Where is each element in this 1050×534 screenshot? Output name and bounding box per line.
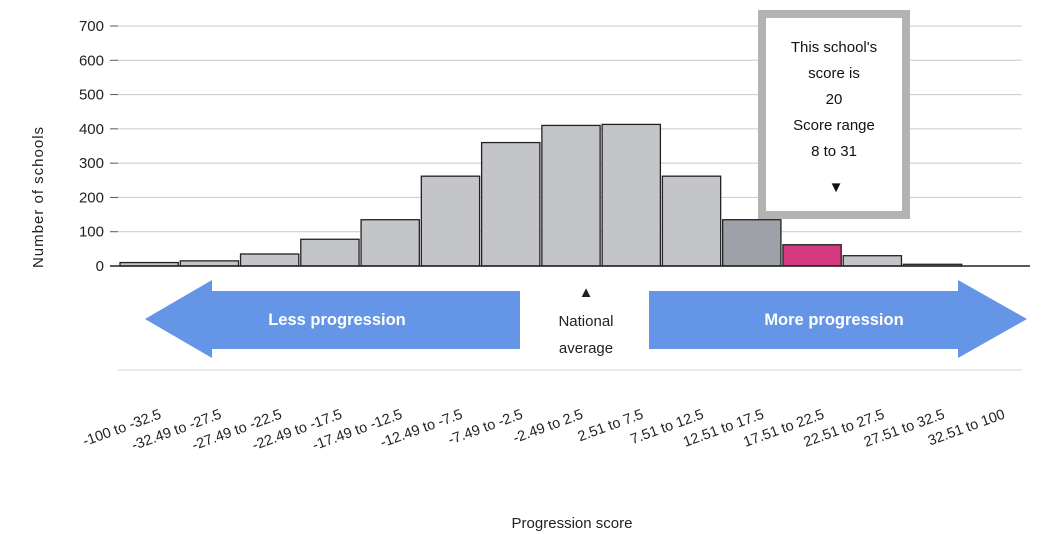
y-tick-label: 200 [79, 189, 104, 206]
bars [119, 123, 963, 267]
bar [782, 244, 842, 267]
x-axis-title: Progression score [512, 515, 633, 532]
bar [360, 219, 420, 267]
callout-line: 20 [826, 91, 843, 108]
bar [661, 175, 722, 267]
bar [842, 255, 903, 267]
bar [420, 175, 481, 267]
callout-text: This school's score is 20 Score range 8 to 3… [791, 39, 877, 160]
national-average-label-line2: average [559, 340, 613, 357]
national-average-marker: ▲ [579, 284, 594, 301]
callout-line: This school's [791, 39, 877, 56]
less-progression-label: Less progression [268, 311, 406, 329]
bar [239, 253, 300, 267]
y-tick-label: 500 [79, 87, 104, 104]
y-tick-label: 600 [79, 52, 104, 69]
callout-line: score is [808, 65, 860, 82]
bar [601, 123, 662, 267]
national-average-label-line1: National [558, 313, 613, 330]
school-score-callout [758, 10, 910, 219]
callout-down-marker: ▼ [829, 179, 844, 196]
bar [300, 238, 360, 267]
y-tick-label: 300 [79, 155, 104, 172]
bar [541, 124, 601, 267]
more-progression-label: More progression [764, 311, 903, 329]
bar [480, 141, 541, 267]
category-labels: -100 to -32.5-32.49 to -27.5-27.49 to -2… [81, 407, 1007, 454]
y-tick-label: 400 [79, 121, 104, 138]
y-tick-label: 700 [79, 18, 104, 35]
bar [179, 260, 240, 267]
y-tick-label: 0 [96, 258, 104, 275]
category-label: -2.49 to 2.5 [511, 407, 585, 447]
more-progression-arrow [649, 280, 1027, 358]
callout-line: 8 to 31 [811, 143, 857, 160]
y-tick-label: 100 [79, 224, 104, 241]
y-axis-title: Number of schools [30, 126, 47, 268]
y-axis: 0 100 200 300 400 500 600 700 [79, 18, 118, 275]
callout-line: Score range [793, 117, 875, 134]
less-progression-arrow [145, 280, 520, 358]
bar [722, 219, 782, 267]
